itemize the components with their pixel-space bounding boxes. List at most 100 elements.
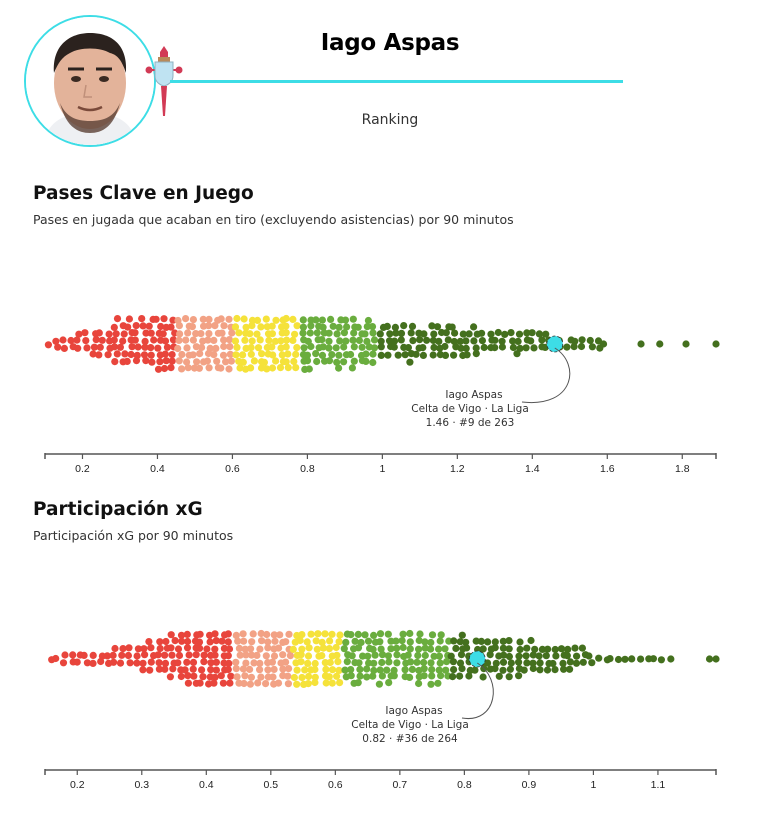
player-dot[interactable] [260, 358, 268, 366]
player-dot[interactable] [270, 631, 278, 639]
player-dot[interactable] [224, 630, 232, 638]
player-dot[interactable] [465, 330, 473, 338]
player-dot[interactable] [82, 337, 90, 345]
player-dot[interactable] [150, 336, 158, 344]
player-dot[interactable] [182, 336, 190, 344]
player-dot[interactable] [200, 658, 208, 666]
player-dot[interactable] [248, 316, 257, 324]
player-dot[interactable] [311, 673, 319, 681]
player-dot[interactable] [347, 672, 355, 680]
player-dot[interactable] [211, 645, 219, 653]
player-dot[interactable] [401, 351, 409, 359]
player-dot[interactable] [355, 659, 363, 667]
player-dot[interactable] [235, 329, 243, 337]
player-dot[interactable] [341, 666, 349, 674]
player-dot[interactable] [335, 364, 343, 372]
player-dot[interactable] [139, 322, 147, 330]
player-dot[interactable] [263, 630, 271, 639]
player-dot[interactable] [285, 630, 293, 638]
player-dot[interactable] [212, 666, 220, 674]
player-dot[interactable] [350, 357, 358, 365]
player-dot[interactable] [195, 364, 203, 372]
player-dot[interactable] [413, 658, 421, 666]
player-dot[interactable] [538, 336, 546, 344]
player-dot[interactable] [456, 337, 464, 345]
player-dot[interactable] [213, 357, 221, 365]
player-dot[interactable] [313, 645, 321, 653]
player-dot[interactable] [435, 652, 443, 660]
player-dot[interactable] [363, 673, 371, 681]
player-dot[interactable] [279, 665, 287, 673]
player-dot[interactable] [262, 315, 270, 323]
player-dot[interactable] [127, 350, 135, 359]
player-dot[interactable] [182, 315, 190, 323]
player-dot[interactable] [282, 329, 290, 337]
player-dot[interactable] [270, 652, 279, 660]
player-dot[interactable] [421, 651, 429, 660]
player-dot[interactable] [112, 330, 120, 338]
player-dot[interactable] [386, 330, 394, 338]
player-dot[interactable] [217, 672, 225, 680]
player-dot[interactable] [257, 323, 265, 331]
player-dot[interactable] [224, 638, 232, 646]
player-dot[interactable] [621, 655, 629, 663]
player-dot[interactable] [305, 365, 313, 373]
player-dot[interactable] [416, 630, 424, 638]
player-dot[interactable] [375, 680, 383, 688]
player-dot[interactable] [335, 323, 343, 331]
player-dot[interactable] [125, 644, 133, 652]
player-dot[interactable] [447, 652, 455, 660]
player-dot[interactable] [321, 659, 329, 667]
player-dot[interactable] [69, 651, 77, 659]
player-dot[interactable] [162, 637, 170, 646]
player-dot[interactable] [166, 673, 174, 681]
player-dot[interactable] [248, 322, 256, 330]
player-dot[interactable] [253, 651, 261, 659]
player-dot[interactable] [131, 329, 139, 337]
player-dot[interactable] [282, 343, 290, 351]
player-dot[interactable] [348, 364, 356, 372]
player-dot[interactable] [515, 658, 523, 666]
player-dot[interactable] [470, 323, 478, 331]
player-dot[interactable] [269, 673, 277, 681]
player-dot[interactable] [322, 665, 330, 673]
player-dot[interactable] [285, 665, 293, 673]
player-dot[interactable] [577, 342, 586, 351]
player-dot[interactable] [444, 336, 452, 344]
player-dot[interactable] [167, 364, 175, 372]
player-dot[interactable] [340, 645, 348, 653]
player-dot[interactable] [54, 343, 62, 351]
player-dot[interactable] [322, 679, 330, 687]
player-dot[interactable] [364, 637, 373, 645]
player-dot[interactable] [355, 336, 363, 344]
player-dot[interactable] [231, 323, 240, 331]
player-dot[interactable] [354, 679, 362, 687]
player-dot[interactable] [211, 630, 219, 638]
player-dot[interactable] [131, 336, 139, 344]
player-dot[interactable] [256, 645, 264, 653]
player-dot[interactable] [232, 665, 240, 673]
player-dot[interactable] [133, 652, 141, 660]
player-dot[interactable] [284, 364, 292, 372]
player-dot[interactable] [265, 336, 273, 344]
player-dot[interactable] [168, 357, 176, 365]
player-dot[interactable] [572, 659, 581, 667]
player-dot[interactable] [227, 357, 235, 365]
player-dot[interactable] [60, 344, 68, 352]
player-dot[interactable] [184, 637, 192, 646]
player-dot[interactable] [253, 316, 262, 324]
player-dot[interactable] [111, 644, 119, 653]
player-dot[interactable] [397, 336, 405, 344]
player-dot[interactable] [247, 344, 255, 352]
player-dot[interactable] [505, 673, 513, 681]
player-dot[interactable] [192, 330, 200, 338]
player-dot[interactable] [293, 666, 301, 674]
player-dot[interactable] [498, 343, 506, 351]
player-dot[interactable] [369, 329, 377, 337]
player-dot-outlier[interactable] [667, 655, 675, 663]
player-dot[interactable] [428, 666, 436, 674]
player-dot[interactable] [299, 323, 307, 331]
player-dot[interactable] [61, 651, 69, 659]
player-dot[interactable] [321, 630, 329, 638]
player-dot[interactable] [343, 658, 351, 666]
